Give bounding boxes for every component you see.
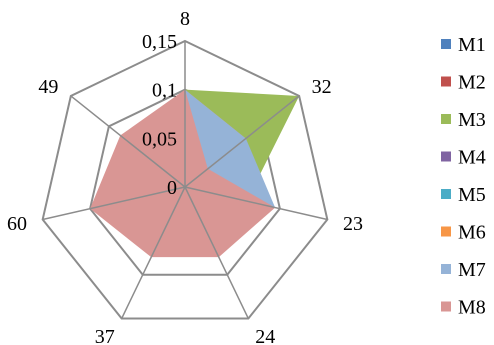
category-label: 8 [180, 8, 190, 30]
category-label: 32 [312, 76, 332, 98]
tick-layer: 0 0,05 0,1 0,15 [142, 31, 177, 199]
spoke-49 [70, 95, 186, 188]
grid-ring-3 [41, 39, 329, 320]
legend-label-m5: M5 [458, 184, 486, 206]
category-label: 60 [7, 213, 27, 235]
legend-swatch-m1 [441, 39, 451, 49]
category-label: 49 [38, 76, 58, 98]
category-label: 23 [343, 213, 363, 235]
series-area-m8 [90, 89, 276, 258]
category-label: 24 [255, 326, 275, 345]
spoke-23 [184, 186, 328, 221]
legend-label-m4: M4 [458, 147, 486, 169]
legend-label-m1: M1 [458, 34, 486, 56]
legend-label-m6: M6 [458, 222, 486, 244]
legend-label-m2: M2 [458, 72, 486, 94]
spoke-layer [42, 41, 328, 319]
spoke-24 [184, 186, 250, 319]
legend-swatch-m2 [441, 76, 451, 87]
legend-label-m8: M8 [458, 297, 486, 319]
legend-swatch-m4 [441, 151, 451, 162]
radial-tick-label: 0,1 [152, 80, 177, 102]
legend-swatch-m7 [441, 264, 451, 274]
legend-swatch-m5 [441, 189, 451, 199]
series-layer [90, 89, 300, 258]
radial-tick-label: 0 [167, 177, 177, 199]
legend-swatch-m3 [441, 114, 451, 124]
legend-swatch-m8 [441, 301, 451, 312]
category-label: 37 [95, 326, 115, 345]
spoke-32 [184, 95, 300, 188]
radial-tick-label: 0,05 [142, 128, 177, 150]
legend: M1 M2 M3 M4 M5 M6 M7 M8 [441, 34, 486, 319]
spoke-37 [120, 186, 186, 319]
category-layer: 8 32 23 24 37 60 49 [7, 8, 363, 345]
radial-tick-label: 0,15 [142, 31, 177, 53]
legend-label-m7: M7 [458, 259, 486, 281]
spoke-60 [42, 186, 186, 221]
legend-label-m3: M3 [458, 109, 486, 131]
legend-swatch-m6 [441, 226, 451, 237]
